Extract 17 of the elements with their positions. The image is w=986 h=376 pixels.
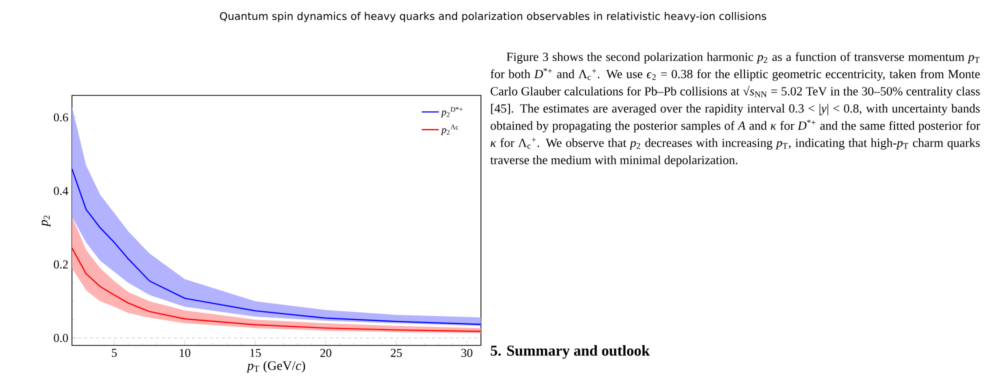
- text: Figure 3 shows the second polarization harmonic p$_{2}$ as a function of transverse momentum p$_{T}$ for both D$^{*+}$ and Λ$_{c}$$^{+}$. We use ϵ$_{2}$ = 0.38 for the elliptic geometric eccentricity, taken from Monte Carlo Glauber calculations for Pb–Pb collisions at √s$_{NN}$ = 5.02 TeV in the 30–50% centrality class [45]. The estimates are averaged over the rapidity interval 0.3 < |y| < 0.8, with uncertainty bands obtained by propagating the posterior samples of A and κ for D$^{*+}$ and the same fitted posterior for κ for Λ$_{c}$$^{+}$. We observe that p$_{2}$ decreases with increasing p$_{T}$, indicating that high-p$_{T}$ charm quarks traverse the medium with minimal depolarization.: [490, 52, 980, 167]
- chart-title: Quantum spin dynamics of heavy quarks and polarization observables in relativistic heavy-ion collisions: [220, 12, 766, 22]
- y-tick-label: 0.4: [54, 186, 68, 196]
- x-tick-label: 15: [250, 348, 261, 357]
- x-tick-label: 10: [180, 348, 190, 357]
- line-series: [72, 247, 481, 332]
- x-tick-label: 25: [390, 348, 402, 357]
- x-axis-title: p$_{T}$ (GeV/c): [246, 360, 306, 373]
- y-axis-title: p$_{2}$: [42, 216, 51, 227]
- text: 5. Summary and outlook: [490, 345, 650, 359]
- y-tick-label: 0.6: [54, 113, 68, 122]
- x-tick-label: 30: [461, 348, 472, 357]
- y-tick-label: 0.0: [54, 334, 68, 342]
- x-tick-label: 20: [320, 348, 332, 357]
- line-series: [72, 168, 481, 326]
- y-tick-label: 0.2: [54, 260, 68, 269]
- x-tick-label: 5: [112, 348, 117, 357]
